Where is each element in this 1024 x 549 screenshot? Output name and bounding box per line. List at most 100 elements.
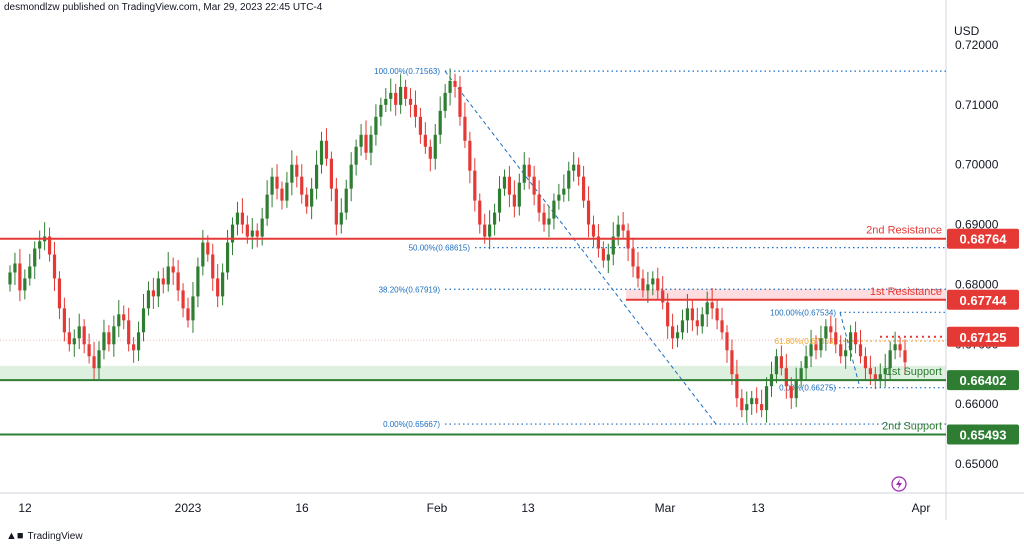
candle-body (235, 212, 240, 225)
currency-label: USD (954, 24, 980, 38)
candle-body (122, 314, 126, 321)
candle-body (883, 368, 887, 375)
candle-body (720, 320, 724, 333)
candle-body (13, 263, 17, 273)
candlestick-series (8, 68, 907, 423)
candle-body (240, 212, 245, 225)
price-label-bg (947, 424, 1019, 445)
price-label: 0.67744 (960, 293, 1008, 308)
candle-body (448, 80, 452, 93)
resistance-zone (626, 289, 946, 300)
candle-body (146, 290, 151, 309)
candle-body (562, 188, 566, 195)
candle-body (893, 344, 897, 351)
candle-body (552, 200, 556, 219)
candle-body (577, 164, 581, 177)
candle-body (488, 224, 492, 237)
candle-body (834, 332, 838, 345)
candle-body (181, 290, 185, 309)
candle-body (611, 236, 615, 255)
candle-body (710, 302, 714, 309)
candle-body (735, 374, 739, 399)
candle-body (690, 308, 694, 321)
candle-body (700, 314, 704, 327)
candle-body (151, 290, 155, 297)
y-tick-label: 0.68000 (955, 277, 999, 291)
candle-body (507, 176, 512, 195)
candle-body (497, 188, 502, 213)
price-label-bg (947, 228, 1019, 249)
candle-body (354, 146, 358, 165)
price-label-bg (947, 326, 1019, 347)
candle-body (156, 278, 160, 297)
footer-brand: TradingView (27, 530, 83, 542)
candle-body (211, 254, 215, 279)
candle-body (433, 134, 437, 159)
candle-body (408, 98, 413, 105)
candle-body (18, 263, 22, 291)
candle-body (601, 248, 605, 261)
candle-body (112, 326, 116, 345)
candle-body (656, 278, 660, 291)
candle-body (764, 386, 769, 411)
candle-body (423, 134, 427, 147)
candle-body (666, 302, 670, 327)
candle-body (132, 344, 136, 351)
candle-body (517, 182, 521, 207)
candle-body (295, 164, 299, 177)
candle-body (760, 404, 764, 411)
candle-body (344, 188, 348, 213)
candle-body (270, 176, 274, 195)
candle-body (62, 308, 66, 333)
candle-body (606, 254, 610, 261)
candle-body (97, 350, 101, 369)
candle-body (191, 296, 195, 321)
candle-body (680, 320, 685, 333)
x-tick-label: 13 (751, 501, 765, 515)
price-label: 0.67125 (960, 330, 1007, 345)
fib-level-label: 61.80%(0.67053) (775, 337, 837, 346)
candle-body (314, 164, 319, 189)
candle-body (275, 176, 279, 189)
publisher-header: desmondlzw published on TradingView.com,… (4, 2, 323, 13)
candle-body (670, 326, 675, 339)
candle-body (359, 134, 363, 147)
candle-body (784, 368, 788, 387)
candle-body (280, 188, 284, 201)
candle-body (567, 170, 571, 189)
candle-body (705, 302, 709, 315)
candle-body (483, 224, 487, 237)
candle-body (67, 332, 71, 345)
price-label: 0.66402 (960, 373, 1007, 388)
price-label-bg (947, 289, 1019, 310)
candle-body (750, 398, 754, 405)
candle-body (82, 326, 86, 345)
candle-body (888, 350, 892, 369)
candle-body (858, 344, 863, 357)
candle-body (458, 86, 462, 117)
candle-body (636, 266, 640, 279)
candle-body (216, 278, 220, 297)
candle-body (478, 200, 482, 225)
candle-body (819, 338, 823, 351)
candle-body (310, 188, 314, 207)
lightning-icon[interactable] (891, 476, 907, 492)
candle-body (33, 248, 37, 267)
candle-body (730, 350, 734, 375)
candle-body (47, 236, 52, 255)
y-tick-label: 0.69000 (955, 218, 999, 232)
candle-body (225, 242, 230, 273)
x-tick-label: Mar (655, 501, 676, 515)
candle-body (616, 224, 620, 237)
footer: ▲■ TradingView (6, 530, 83, 542)
candle-body (675, 332, 680, 339)
candle-body (389, 92, 393, 99)
candle-body (596, 236, 601, 249)
candle-body (418, 116, 423, 135)
candle-body (443, 92, 447, 111)
x-tick-label: 12 (18, 501, 32, 515)
price-label-bg (947, 370, 1019, 391)
candle-body (166, 266, 170, 285)
candle-body (413, 104, 418, 117)
